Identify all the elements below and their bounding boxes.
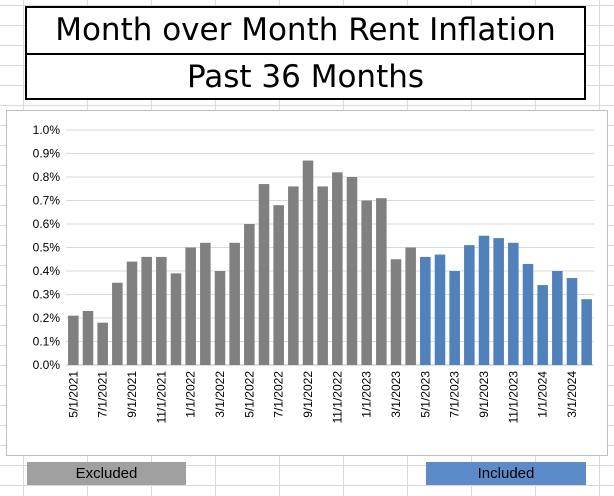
chart-title-box: Month over Month Rent Inflation Past 36 …	[25, 6, 586, 100]
x-tick-label: 9/1/2023	[477, 371, 491, 418]
bar-8/1/2021	[112, 282, 123, 365]
y-tick-label: 0.3%	[33, 288, 61, 302]
bar-6/1/2022	[258, 184, 270, 365]
y-tick-label: 0.2%	[33, 311, 61, 325]
x-tick-label: 1/1/2023	[360, 371, 374, 418]
x-tick-label: 5/1/2021	[66, 371, 80, 418]
y-tick-label: 0.9%	[33, 147, 61, 161]
bar-3/1/2024	[566, 278, 578, 365]
bar-11/1/2022	[332, 172, 343, 365]
bar-7/1/2022	[273, 205, 284, 365]
bar-10/1/2023	[493, 238, 504, 365]
bar-1/1/2023	[361, 200, 372, 365]
bar-7/1/2023	[449, 271, 460, 365]
x-tick-label: 11/1/2023	[506, 371, 520, 424]
chart-area: 0.0% 0.1% 0.2% 0.3% 0.4% 0.5% 0.6% 0.7% 0.8% 0.9%…	[6, 110, 608, 456]
bar-12/1/2022	[346, 177, 358, 365]
bar-2/1/2022	[200, 242, 211, 365]
x-tick-label: 5/1/2022	[242, 371, 256, 418]
bar-8/1/2022	[288, 186, 299, 365]
x-tick-label: 3/1/2023	[389, 371, 403, 418]
legend-included: Included	[426, 462, 586, 485]
chart-title: Month over Month Rent Inflation	[27, 8, 584, 55]
bar-8/1/2023	[464, 245, 475, 365]
bar-1/1/2024	[537, 285, 548, 365]
y-tick-label: 0.4%	[33, 264, 61, 278]
bar-11/1/2021	[156, 256, 167, 365]
y-tick-label: 0.6%	[33, 217, 61, 231]
bar-3/1/2023	[390, 259, 402, 365]
bar-7/1/2021	[97, 322, 108, 365]
bar-1/1/2022	[185, 247, 196, 365]
bar-2/1/2024	[552, 271, 563, 365]
x-tick-label: 11/1/2022	[330, 371, 344, 424]
y-tick-label: 0.5%	[33, 241, 61, 255]
bar-chart: 0.0% 0.1% 0.2% 0.3% 0.4% 0.5% 0.6% 0.7% 0.8% 0.9%…	[33, 123, 594, 424]
bar-2/1/2023	[376, 198, 387, 365]
bar-5/1/2022	[244, 224, 255, 365]
x-tick-label: 3/1/2024	[565, 371, 579, 418]
x-tick-label: 5/1/2023	[418, 371, 432, 418]
bar-5/1/2021	[68, 315, 79, 365]
x-tick-label: 7/1/2023	[448, 371, 462, 418]
y-tick-label: 0.8%	[33, 170, 61, 184]
bar-11/1/2023	[508, 242, 519, 365]
bar-12/1/2023	[522, 263, 534, 365]
bar-9/1/2022	[302, 160, 314, 365]
y-tick-label: 0.0%	[33, 358, 61, 372]
bar-9/1/2023	[478, 235, 490, 365]
y-tick-label: 1.0%	[33, 123, 61, 137]
x-tick-label: 9/1/2021	[125, 371, 139, 418]
legend-excluded: Excluded	[27, 462, 186, 485]
y-tick-label: 0.1%	[33, 335, 61, 349]
x-tick-label: 7/1/2022	[272, 371, 286, 418]
y-axis-ticks: 0.0% 0.1% 0.2% 0.3% 0.4% 0.5% 0.6% 0.7% 0.8% 0.9%…	[33, 123, 61, 372]
bar-10/1/2022	[317, 186, 328, 365]
bar-3/1/2022	[214, 271, 226, 365]
x-tick-label: 9/1/2022	[301, 371, 315, 418]
x-tick-label: 7/1/2021	[96, 371, 110, 418]
gridlines	[66, 129, 594, 366]
x-tick-label: 11/1/2021	[154, 371, 168, 424]
x-axis-ticks: 5/1/2021 7/1/2021 9/1/2021 11/1/2021 1/1/202…	[66, 371, 579, 424]
bar-4/1/2023	[405, 247, 416, 365]
bar-12/1/2021	[170, 273, 182, 365]
bar-4/1/2024	[581, 299, 592, 365]
bar-9/1/2021	[126, 261, 138, 365]
bar-4/1/2022	[229, 242, 240, 365]
x-tick-label: 3/1/2022	[213, 371, 227, 418]
bar-5/1/2023	[420, 256, 431, 365]
x-tick-label: 1/1/2022	[184, 371, 198, 418]
chart-subtitle: Past 36 Months	[186, 59, 425, 95]
y-tick-label: 0.7%	[33, 194, 61, 208]
x-tick-label: 1/1/2024	[536, 371, 550, 418]
bars	[68, 160, 592, 365]
bar-6/1/2021	[82, 310, 94, 365]
bar-6/1/2023	[434, 254, 446, 365]
bar-10/1/2021	[141, 256, 152, 365]
